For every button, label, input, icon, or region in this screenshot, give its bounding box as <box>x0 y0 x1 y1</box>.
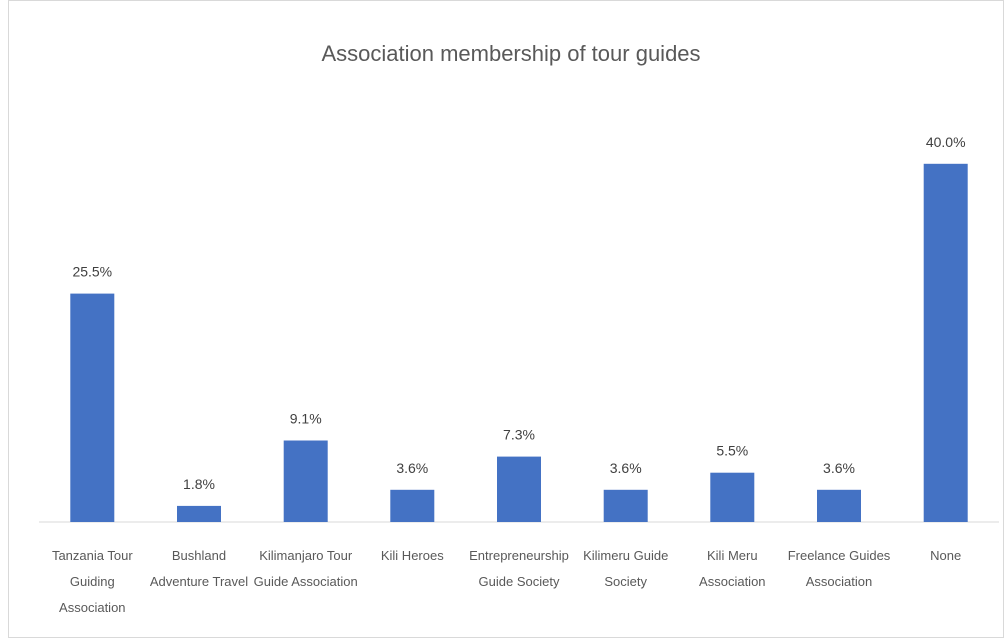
category-label: Kili Heroes <box>381 548 444 563</box>
bar <box>923 163 968 523</box>
bar <box>283 440 328 522</box>
data-label: 7.3% <box>503 427 535 443</box>
data-label: 9.1% <box>290 411 322 427</box>
data-label: 3.6% <box>823 460 855 476</box>
category-label: Kilimeru Guide Society <box>583 548 668 589</box>
category-label: Kili Meru Association <box>699 548 765 589</box>
bar <box>497 456 541 522</box>
data-label: 3.6% <box>396 460 428 476</box>
data-label: 3.6% <box>610 460 642 476</box>
bar <box>817 489 861 522</box>
category-label: None <box>930 548 961 563</box>
bar <box>390 489 435 522</box>
category-labels-group: Tanzania Tour Guiding Association Bushland A… <box>52 548 961 615</box>
data-labels-group: 25.5% 1.8% 9.1% 3.6% 7.3% 3.6% 5.5% 3.6% 40.0% <box>72 134 965 492</box>
bar-chart: Association membership of tour guides 25… <box>39 41 999 615</box>
data-label: 25.5% <box>72 264 112 280</box>
bars-group <box>70 163 968 523</box>
bar <box>177 505 221 522</box>
category-label: Entrepreneurship Guide Society <box>469 548 569 589</box>
data-label: 1.8% <box>183 476 215 492</box>
data-label: 40.0% <box>926 134 966 150</box>
chart-title: Association membership of tour guides <box>321 41 700 66</box>
data-label: 5.5% <box>716 443 748 459</box>
bar <box>710 472 755 522</box>
category-label: Kilimanjaro Tour Guide Association <box>254 548 358 589</box>
bar <box>603 489 648 522</box>
category-label: Bushland Adventure Travel <box>150 548 248 589</box>
bar <box>70 293 115 522</box>
category-label: Tanzania Tour Guiding Association <box>52 548 133 615</box>
category-label: Freelance Guides Association <box>788 548 891 589</box>
chart-frame: Association membership of tour guides 25… <box>8 0 1004 638</box>
